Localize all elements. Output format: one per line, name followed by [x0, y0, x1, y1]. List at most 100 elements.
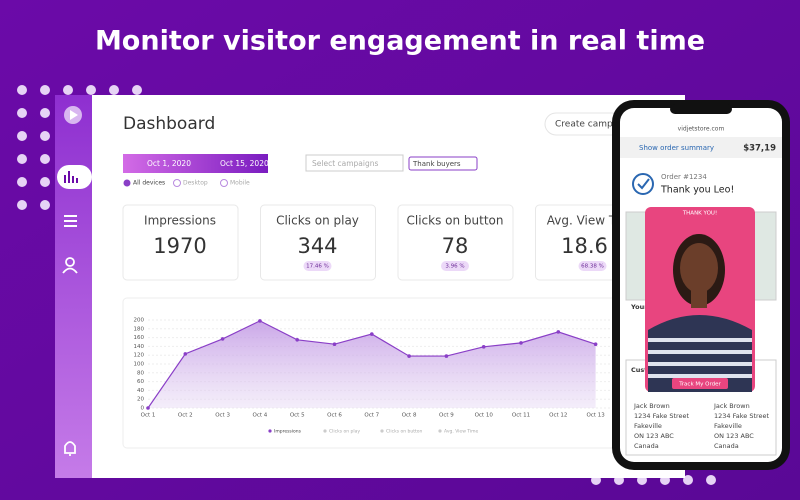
legend-label: Avg. View Time	[444, 429, 479, 435]
rate-badge	[303, 261, 332, 271]
address-line: Jack Brown	[713, 402, 750, 410]
device-option[interactable]: All devices	[133, 180, 165, 187]
nav-analytics[interactable]	[57, 165, 92, 189]
address-line: 1234 Fake Street	[634, 412, 690, 420]
campaign-select-label: Select campaigns	[312, 159, 379, 168]
point	[220, 337, 225, 341]
headline: Monitor visitor engagement in real time	[95, 26, 705, 57]
address-line: Fakeville	[634, 422, 662, 430]
legend-label: Impressions	[274, 429, 302, 435]
section-heading: Cust	[631, 366, 647, 374]
stat-label: Clicks on play	[276, 214, 359, 228]
video-title: THANK YOU!	[682, 211, 717, 217]
nav-notifications[interactable]	[64, 441, 76, 456]
y-tick-label: 120	[134, 353, 145, 359]
video-button-label: Track My Order	[678, 382, 721, 388]
date-from: Oct 1, 2020	[147, 159, 191, 168]
x-tick-label: Oct 5	[290, 413, 305, 419]
campaign-tag-label: Thank buyers	[412, 160, 461, 168]
nav-menu[interactable]	[64, 215, 77, 227]
stat-card	[397, 204, 514, 281]
x-tick-label: Oct 2	[178, 413, 193, 419]
point	[556, 330, 561, 334]
point	[444, 354, 449, 358]
point	[332, 342, 337, 347]
address-line: ON 123 ABC	[634, 432, 674, 440]
rate-label: 3.96 %	[445, 264, 464, 270]
sidebar	[55, 95, 92, 478]
address-line: Canada	[634, 442, 659, 450]
stat-value: 344	[297, 234, 337, 258]
summary-link[interactable]: Show order summary	[639, 144, 714, 152]
x-tick-label: Oct 13	[586, 413, 605, 419]
address-line: Jack Brown	[633, 402, 670, 410]
campaign-tag[interactable]	[408, 156, 478, 171]
stat-label: Impressions	[144, 214, 216, 228]
rate-label: 68.38 %	[581, 264, 604, 270]
legend-label: Clicks on button	[386, 429, 423, 435]
area-fill	[148, 320, 596, 408]
video-popup: THANK YOU! Track My Order	[645, 207, 755, 392]
y-tick-label: 0	[141, 406, 145, 412]
x-tick-label: Oct 7	[364, 413, 379, 419]
point	[258, 319, 262, 323]
x-tick-label: Oct 9	[439, 413, 454, 419]
stat-card	[260, 204, 376, 281]
legend-dot	[380, 429, 384, 433]
legend-dot	[438, 429, 442, 433]
order-number: Order #1234	[661, 173, 707, 181]
x-tick-label: Oct 10	[475, 413, 494, 419]
thank-you: Thank you Leo!	[660, 185, 734, 196]
legend-dot	[323, 429, 327, 433]
dashboard-title: Dashboard	[123, 114, 215, 134]
point	[481, 345, 486, 349]
total: $37,19	[743, 144, 776, 154]
point	[519, 341, 523, 345]
stat-label: Clicks on button	[406, 214, 503, 228]
section-heading: Your	[630, 303, 648, 311]
rate-badge	[578, 261, 607, 271]
y-tick-label: 80	[137, 370, 144, 376]
y-tick-label: 200	[134, 318, 145, 324]
address-line: Fakeville	[714, 422, 742, 430]
legend-dot	[268, 429, 272, 433]
x-tick-label: Oct 8	[402, 413, 417, 419]
device-option[interactable]: Mobile	[230, 180, 250, 187]
create-button-label: Create campaign	[555, 120, 632, 130]
video-button[interactable]	[672, 378, 728, 389]
point	[593, 342, 598, 347]
y-tick-label: 60	[137, 379, 144, 385]
stat-value: 18.6	[561, 234, 608, 258]
address-line: ON 123 ABC	[714, 432, 754, 440]
point	[146, 406, 150, 410]
rate-label: 17.46 %	[306, 264, 329, 270]
point	[183, 352, 188, 356]
x-tick-label: Oct 1	[141, 413, 156, 419]
address-line: 1234 Fake Street	[714, 412, 770, 420]
phone: vidjetstore.com Show order summary $37,1…	[612, 100, 790, 470]
y-tick-label: 180	[134, 326, 145, 332]
x-tick-label: Oct 11	[512, 413, 530, 419]
x-tick-label: Oct 6	[327, 413, 342, 419]
url: vidjetstore.com	[678, 126, 725, 133]
rate-badge	[441, 261, 469, 271]
point	[407, 354, 411, 358]
y-tick-label: 20	[137, 397, 144, 403]
y-tick-label: 140	[134, 344, 145, 350]
nav-user[interactable]	[65, 257, 75, 267]
x-tick-label: Oct 4	[253, 413, 268, 419]
point	[295, 338, 300, 342]
y-tick-label: 100	[134, 362, 145, 368]
date-range[interactable]	[123, 154, 268, 173]
dashboard: Dashboard Create campaign Oct 1, 2020 Oc…	[92, 95, 685, 478]
campaign-select[interactable]	[305, 154, 404, 172]
stat-card	[122, 204, 239, 281]
y-tick-label: 160	[134, 335, 145, 341]
address-line: Canada	[714, 442, 739, 450]
device-option[interactable]: Desktop	[183, 180, 208, 187]
stat-value: 78	[442, 234, 469, 258]
decor-dots	[17, 85, 716, 485]
date-to: Oct 15, 2020	[220, 159, 269, 168]
